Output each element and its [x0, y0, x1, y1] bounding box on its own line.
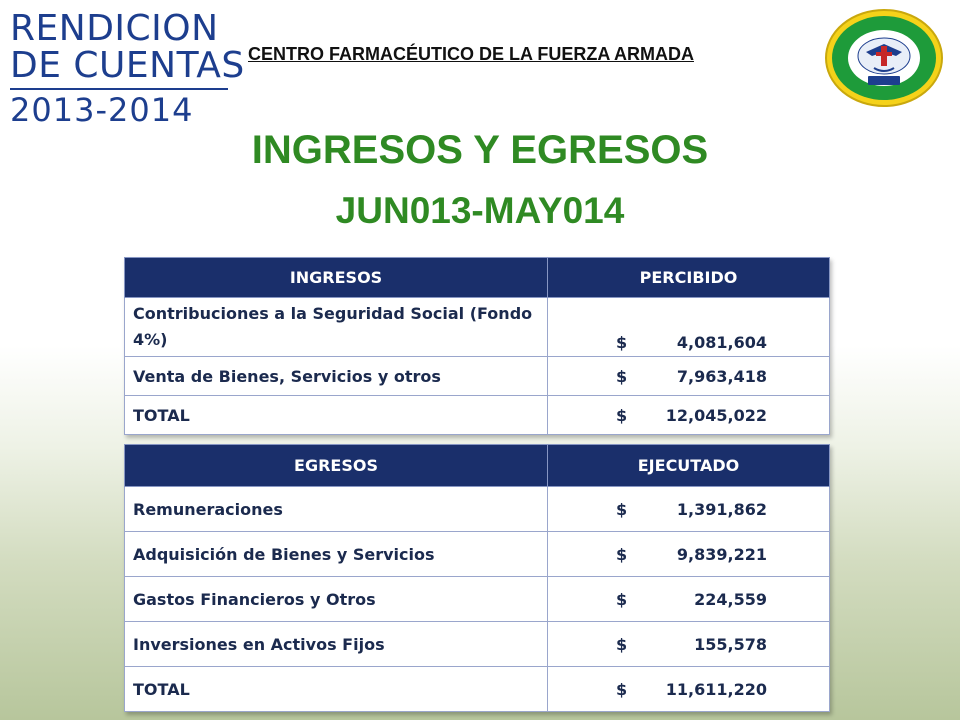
row-value: $224,559	[547, 576, 830, 622]
organization-name: CENTRO FARMACÉUTICO DE LA FUERZA ARMADA	[248, 44, 694, 64]
row-value: $11,611,220	[547, 666, 830, 712]
logo-years: 2013-2014	[10, 91, 194, 129]
table-row: Venta de Bienes, Servicios y otros $7,96…	[124, 356, 830, 396]
currency-sign: $	[616, 333, 628, 352]
row-label: Contribuciones a la Seguridad Social (Fo…	[124, 297, 548, 357]
row-value: $9,839,221	[547, 531, 830, 577]
logo-divider	[10, 88, 228, 90]
amount: 155,578	[694, 634, 767, 654]
amount: 7,963,418	[676, 366, 767, 386]
currency-sign: $	[616, 634, 628, 654]
row-label: Adquisición de Bienes y Servicios	[124, 531, 548, 577]
row-value: $12,045,022	[547, 395, 830, 435]
currency-sign: $	[616, 679, 628, 699]
logo-line-2: DE CUENTAS	[10, 45, 245, 86]
ingresos-table: INGRESOS PERCIBIDO Contribuciones a la S…	[124, 257, 830, 435]
total-row: TOTAL $12,045,022	[124, 395, 830, 435]
row-label: TOTAL	[124, 666, 548, 712]
table-row: Inversiones en Activos Fijos $155,578	[124, 621, 830, 667]
column-header: EJECUTADO	[547, 444, 830, 487]
column-header: EGRESOS	[124, 444, 548, 487]
currency-sign: $	[616, 499, 628, 519]
table-row: Remuneraciones $1,391,862	[124, 486, 830, 532]
amount: 9,839,221	[676, 544, 767, 564]
table-header-row: INGRESOS PERCIBIDO	[124, 257, 830, 298]
rendicion-logo: RENDICION DE CUENTAS 2013-2014	[10, 8, 245, 129]
egresos-table: EGRESOS EJECUTADO Remuneraciones $1,391,…	[124, 444, 830, 712]
table-header-row: EGRESOS EJECUTADO	[124, 444, 830, 487]
amount: 1,391,862	[676, 499, 767, 519]
row-label: Gastos Financieros y Otros	[124, 576, 548, 622]
row-label: TOTAL	[124, 395, 548, 435]
column-header: INGRESOS	[124, 257, 548, 298]
row-value: $1,391,862	[547, 486, 830, 532]
amount: 11,611,220	[665, 679, 767, 699]
row-label: Inversiones en Activos Fijos	[124, 621, 548, 667]
page-title: INGRESOS Y EGRESOS	[251, 128, 709, 172]
currency-sign: $	[616, 544, 628, 564]
amount: 224,559	[694, 589, 767, 609]
logo-line-1: RENDICION	[10, 8, 219, 49]
amount: 12,045,022	[665, 405, 767, 425]
table-row: Adquisición de Bienes y Servicios $9,839…	[124, 531, 830, 577]
currency-sign: $	[616, 405, 628, 425]
period-subtitle: JUN013-MAY014	[335, 190, 625, 231]
row-label: Venta de Bienes, Servicios y otros	[124, 356, 548, 396]
row-value: $155,578	[547, 621, 830, 667]
row-value: $4,081,604	[547, 297, 830, 357]
currency-sign: $	[616, 589, 628, 609]
table-row: Gastos Financieros y Otros $224,559	[124, 576, 830, 622]
table-row: Contribuciones a la Seguridad Social (Fo…	[124, 297, 830, 357]
currency-sign: $	[616, 366, 628, 386]
row-label: Remuneraciones	[124, 486, 548, 532]
total-row: TOTAL $11,611,220	[124, 666, 830, 712]
column-header: PERCIBIDO	[547, 257, 830, 298]
cefafa-seal-icon	[825, 9, 943, 107]
amount: 4,081,604	[676, 333, 767, 352]
row-value: $7,963,418	[547, 356, 830, 396]
